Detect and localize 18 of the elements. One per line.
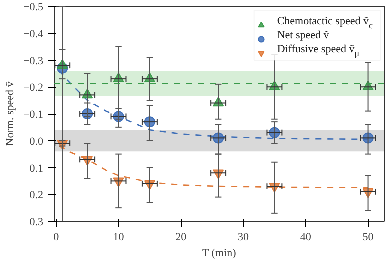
y-tick-label: 0.2 [30, 190, 44, 202]
x-tick-label: 0 [54, 232, 60, 244]
x-tick-label: 40 [300, 232, 312, 244]
x-axis-title: T (min) [202, 248, 237, 260]
legend-label: Net speed ṽ [277, 30, 330, 42]
y-tick-label: 0.3 [30, 216, 44, 228]
y-tick-label: −0.3 [24, 55, 44, 68]
y-tick-label: −0.5 [24, 2, 44, 14]
y-tick-label: −0.1 [24, 109, 44, 121]
y-axis-title: Norm. speed ṽ [4, 81, 17, 146]
y-tick-label: −0.2 [24, 82, 44, 94]
y-tick-label: −0.4 [24, 28, 44, 40]
x-tick-label: 50 [362, 232, 374, 244]
x-tick-label: 10 [113, 232, 125, 244]
y-tick-label: 0.1 [30, 162, 44, 175]
y-tick-label: 0.0 [30, 136, 44, 148]
x-tick-label: 30 [238, 232, 250, 244]
x-tick-label: 20 [176, 232, 188, 244]
